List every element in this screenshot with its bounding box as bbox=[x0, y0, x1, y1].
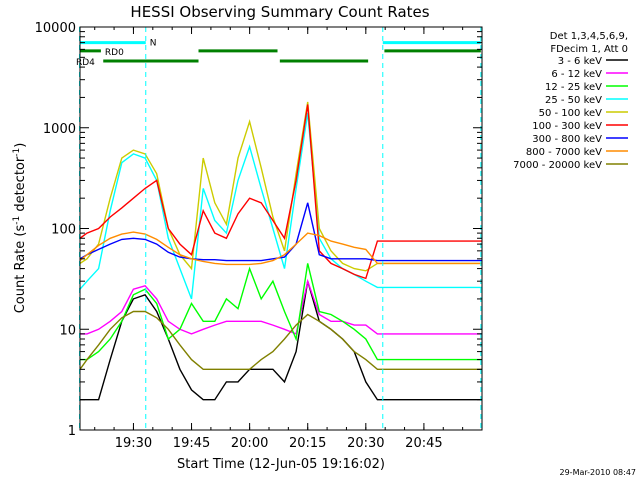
series-line-4 bbox=[80, 101, 482, 272]
series-line-7 bbox=[80, 231, 482, 266]
legend-label-3: 25 - 50 keV bbox=[545, 95, 602, 106]
legend-label-7: 800 - 7000 keV bbox=[526, 147, 602, 158]
y-tick-label-0: 1 bbox=[68, 424, 76, 439]
series-line-5 bbox=[80, 104, 482, 280]
x-tick-label-0: 19:30 bbox=[115, 436, 152, 451]
series-lines bbox=[80, 101, 482, 401]
legend-label-6: 300 - 800 keV bbox=[532, 134, 602, 145]
y-axis-label-main: Count Rate (s bbox=[13, 225, 28, 314]
legend-header-1: FDecim 1, Att 0 bbox=[550, 44, 628, 55]
y-axis-label-sup1: -1 bbox=[12, 216, 22, 225]
legend: Det 1,3,4,5,6,9, FDecim 1, Att 03 - 6 keV… bbox=[513, 31, 628, 171]
y-tick-label-2: 100 bbox=[51, 223, 76, 238]
legend-label-0: 3 - 6 keV bbox=[558, 56, 602, 67]
x-tick-label-3: 20:15 bbox=[289, 436, 326, 451]
y-tick-label-1: 10 bbox=[59, 323, 76, 338]
legend-label-1: 6 - 12 keV bbox=[551, 69, 602, 80]
x-tick-label-2: 20:00 bbox=[231, 436, 268, 451]
flag-label-0: N bbox=[150, 39, 157, 49]
x-tick-label-5: 20:45 bbox=[405, 436, 442, 451]
flag-label-1: RD0 bbox=[105, 48, 124, 58]
timestamp: 29-Mar-2010 08:47 bbox=[560, 468, 637, 477]
legend-label-4: 50 - 100 keV bbox=[539, 108, 603, 119]
y-axis: 1 10 100 1000 10000 bbox=[35, 21, 482, 439]
y-axis-label-sup2: -1 bbox=[12, 148, 22, 157]
chart-title: HESSI Observing Summary Count Rates bbox=[130, 3, 429, 21]
series-line-2 bbox=[80, 263, 482, 361]
x-tick-label-4: 20:30 bbox=[347, 436, 384, 451]
y-tick-label-3: 1000 bbox=[43, 122, 76, 137]
x-axis: 19:30 19:45 20:00 20:15 20:30 20:45 bbox=[94, 27, 483, 451]
legend-label-8: 7000 - 20000 keV bbox=[513, 160, 602, 171]
flag-bars: N RD0 RD4 bbox=[76, 39, 481, 68]
series-line-1 bbox=[80, 278, 482, 335]
y-axis-label-end: ) bbox=[13, 143, 28, 148]
flag-label-2: RD4 bbox=[76, 58, 95, 68]
y-tick-label-4: 10000 bbox=[35, 21, 76, 36]
legend-header-0: Det 1,3,4,5,6,9, bbox=[550, 31, 628, 42]
x-axis-label: Start Time (12-Jun-05 19:16:02) bbox=[177, 457, 385, 472]
x-tick-label-1: 19:45 bbox=[173, 436, 210, 451]
legend-label-2: 12 - 25 keV bbox=[545, 82, 602, 93]
legend-label-5: 100 - 300 keV bbox=[532, 121, 602, 132]
series-line-3 bbox=[80, 112, 482, 300]
series-line-0 bbox=[80, 281, 482, 401]
series-line-8 bbox=[80, 310, 482, 370]
y-axis-label: Count Rate (s-1 detector-1) bbox=[12, 143, 28, 314]
y-axis-label-mid: detector bbox=[13, 156, 28, 216]
